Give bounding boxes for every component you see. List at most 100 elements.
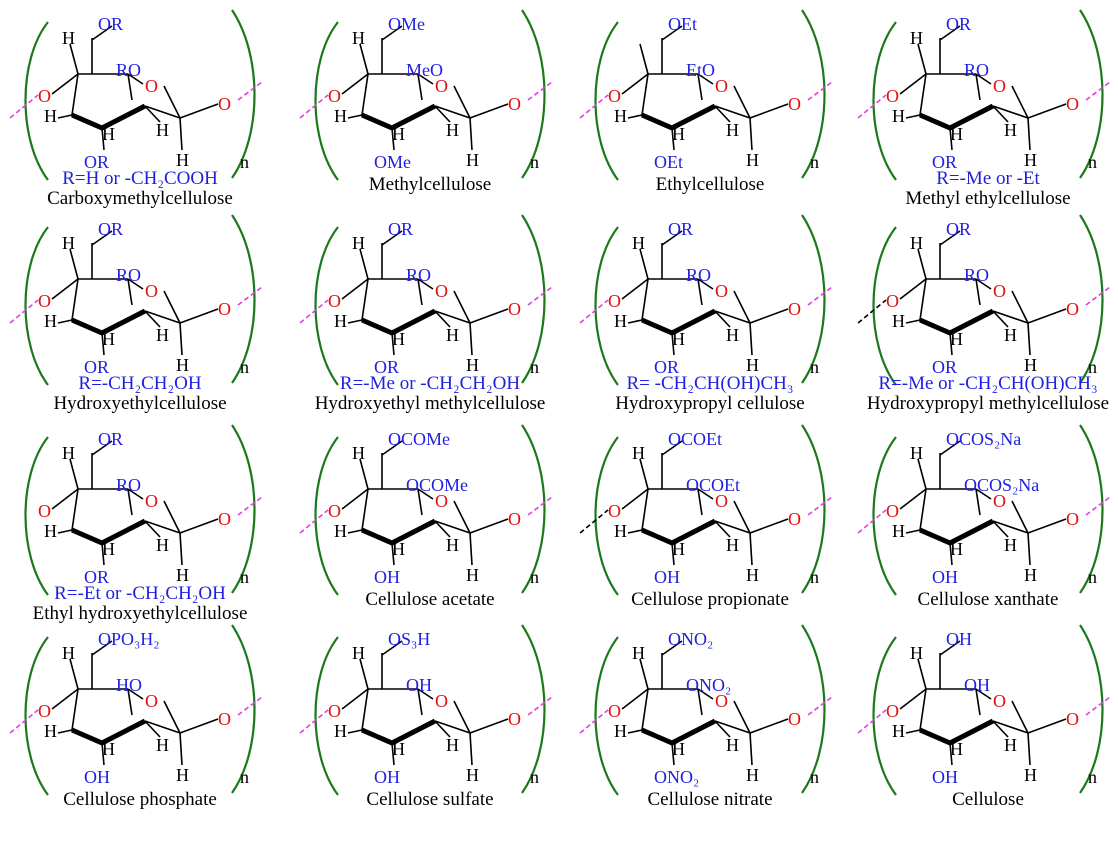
h-atom: H xyxy=(62,28,75,48)
left-link-bond xyxy=(579,94,609,119)
substituent-c3: OH xyxy=(932,767,958,787)
h-atom: H xyxy=(176,150,189,170)
ring-front-edge xyxy=(641,518,717,546)
ring-bond xyxy=(992,310,1029,324)
h-atom: H xyxy=(102,539,115,559)
glycosidic-oxygen-right: O xyxy=(218,509,231,529)
repeat-n: n xyxy=(240,152,249,172)
left-bracket xyxy=(872,226,897,386)
repeat-n: n xyxy=(1088,357,1097,377)
ring-front-edge xyxy=(641,718,717,746)
ring-bonds xyxy=(621,440,789,566)
h-atom: H xyxy=(614,106,627,126)
ring-oxygen: O xyxy=(715,76,728,96)
substituent-c2: RO xyxy=(406,265,431,285)
glycosidic-oxygen-right: O xyxy=(1066,709,1079,729)
ring-front-edge xyxy=(919,308,995,336)
left-link-bond xyxy=(299,299,329,324)
glycosidic-oxygen-left: O xyxy=(38,501,51,521)
h-atom: H xyxy=(910,443,923,463)
right-bracket xyxy=(1079,424,1104,594)
h-atom: H xyxy=(950,539,963,559)
right-bracket xyxy=(231,9,256,179)
h-atom: H xyxy=(156,120,169,140)
ring-oxygen: O xyxy=(145,76,158,96)
left-bracket xyxy=(24,226,49,386)
left-bracket xyxy=(24,21,49,181)
substituent-c2: RO xyxy=(116,60,141,80)
left-link-bond xyxy=(579,299,609,324)
right-bracket xyxy=(801,624,826,794)
substituent-c2: OCOEt xyxy=(686,475,740,495)
h-atom: H xyxy=(632,643,645,663)
glycosidic-oxygen-left: O xyxy=(38,291,51,311)
substituent-c3: ONO₂ xyxy=(654,767,699,787)
ring-bonds xyxy=(341,230,509,356)
h-atom: H xyxy=(176,765,189,785)
h-atom: H xyxy=(672,329,685,349)
repeat-n: n xyxy=(1088,767,1097,787)
h-atom: H xyxy=(62,443,75,463)
r-group-definition: R=-Me or -CH₂CH₂OH xyxy=(339,373,521,394)
left-link-bond xyxy=(9,709,39,734)
substituent-c3: OH xyxy=(654,567,680,587)
h-atom: H xyxy=(392,739,405,759)
h-atom: H xyxy=(44,721,57,741)
h-atom: H xyxy=(672,539,685,559)
h-atom: H xyxy=(446,735,459,755)
ring-oxygen: O xyxy=(145,281,158,301)
left-link-bond xyxy=(857,509,887,534)
h-atom: H xyxy=(334,311,347,331)
h-atom: H xyxy=(632,443,645,463)
h-atom: H xyxy=(44,521,57,541)
right-link-bond xyxy=(807,81,833,101)
right-link-bond xyxy=(527,286,553,306)
substituent-c6: OR xyxy=(98,429,123,449)
compound-name: Hydroxyethylcellulose xyxy=(53,393,227,414)
glycosidic-oxygen-left: O xyxy=(608,86,621,106)
h-atom: H xyxy=(446,535,459,555)
left-bracket xyxy=(314,226,339,386)
left-link-bond xyxy=(579,509,609,534)
substituent-c3: OR xyxy=(654,357,679,377)
compound-name: Hydroxypropyl methylcellulose xyxy=(866,393,1110,414)
ring-bonds xyxy=(341,440,509,566)
right-link-bond xyxy=(807,696,833,716)
ring-bonds xyxy=(899,25,1067,151)
compound-name: Hydroxypropyl cellulose xyxy=(615,393,805,414)
glycosidic-oxygen-left: O xyxy=(328,701,341,721)
left-bracket xyxy=(314,636,339,796)
h-atom: H xyxy=(102,329,115,349)
h-atom: H xyxy=(1024,150,1037,170)
ring-bonds xyxy=(899,640,1067,766)
substituent-c2: RO xyxy=(964,60,989,80)
ring-oxygen: O xyxy=(993,691,1006,711)
right-link-bond xyxy=(527,81,553,101)
compound-name: Cellulose phosphate xyxy=(63,789,217,810)
substituent-c2: OCOMe xyxy=(406,475,468,495)
right-link-bond xyxy=(1085,496,1111,516)
repeat-n: n xyxy=(810,767,819,787)
h-atom: H xyxy=(672,124,685,144)
ring-front-edge xyxy=(71,518,147,546)
compound-name: Cellulose acetate xyxy=(365,589,495,610)
substituent-c3: OR xyxy=(932,357,957,377)
ring-bonds xyxy=(51,440,219,566)
ring-bond xyxy=(144,720,181,734)
ring-oxygen: O xyxy=(145,491,158,511)
h-atom: H xyxy=(1004,535,1017,555)
glycosidic-oxygen-left: O xyxy=(608,501,621,521)
repeat-n: n xyxy=(810,567,819,587)
substituent-c2: OH xyxy=(964,675,990,695)
ring-bond xyxy=(992,720,1029,734)
substituent-c3: OH xyxy=(374,767,400,787)
